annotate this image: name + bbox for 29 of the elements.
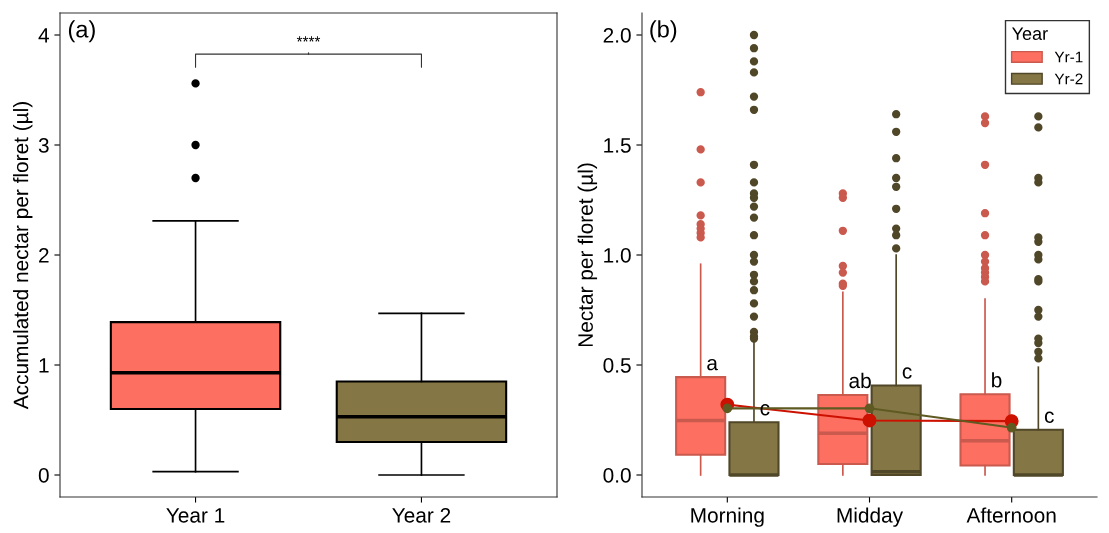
chart-title: (b) — [650, 20, 677, 43]
annotation: **** — [296, 36, 321, 42]
x-tick-label: Midday — [837, 507, 904, 527]
y-tick-label: 0.0 — [603, 468, 631, 483]
annotation: ab — [849, 372, 871, 389]
y-tick-label: 3 — [38, 138, 49, 153]
y-axis-title: Nectar per floret (µl) — [577, 163, 598, 347]
y-tick-label: 2.0 — [603, 28, 631, 43]
y-tick-label: 4 — [38, 28, 49, 43]
y-tick-label: 2 — [39, 248, 49, 263]
annotation: c — [902, 367, 912, 379]
annotation: c — [1044, 411, 1054, 423]
annotation: b — [992, 372, 1002, 388]
x-tick-label: Morning — [691, 507, 764, 527]
y-tick-label: 1.0 — [604, 248, 631, 263]
y-tick-label: 1 — [39, 358, 49, 373]
legend-title: Year — [1012, 27, 1048, 41]
annotation: c — [760, 404, 770, 416]
y-tick-label: 0 — [38, 468, 49, 483]
annotation: a — [707, 358, 718, 371]
legend-label: Yr-2 — [1054, 73, 1083, 85]
chart-title: (a) — [68, 20, 95, 43]
x-tick-label: Year 1 — [166, 508, 225, 523]
y-tick-label: 0.5 — [603, 358, 631, 373]
y-tick-label: 1.5 — [604, 138, 631, 153]
y-axis-title: Accumulated nectar per floret (µl) — [13, 102, 33, 410]
legend-label: Yr-1 — [1054, 51, 1083, 63]
x-tick-label: Year 2 — [392, 507, 451, 523]
x-tick-label: Afternoon — [966, 507, 1056, 523]
